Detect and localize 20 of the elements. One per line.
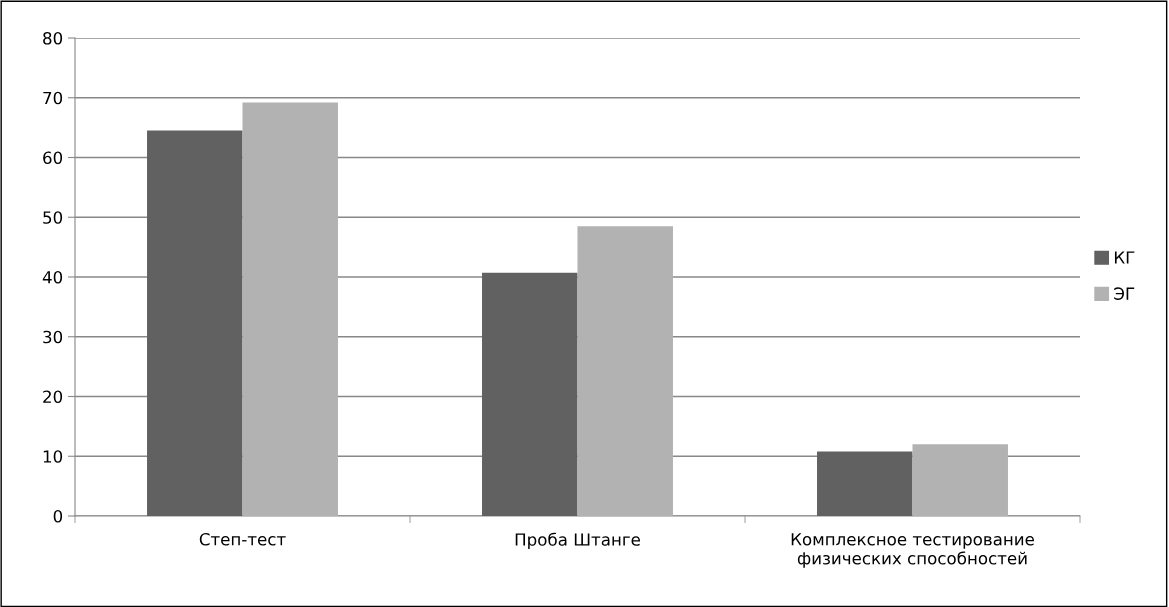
y-tick-label: 60 (43, 151, 63, 165)
legend-label: ЭГ (1114, 287, 1135, 300)
y-tick-label: 0 (53, 509, 63, 523)
y-tick-label: 20 (43, 390, 63, 404)
bar (242, 102, 338, 516)
bar (912, 444, 1008, 516)
y-tick-label: 10 (43, 450, 63, 463)
bar (577, 226, 673, 516)
y-tick-label: 70 (43, 91, 63, 105)
bar (147, 130, 243, 516)
y-tick-label: 30 (43, 330, 63, 344)
x-tick-label: Проба Штанге (515, 532, 640, 550)
y-tick-label: 40 (42, 270, 63, 284)
y-tick-label: 80 (43, 31, 63, 45)
y-tick-label: 50 (43, 211, 63, 224)
legend-label: КГ (1114, 251, 1135, 264)
x-tick-label: Комплексное тестирование физических способностей (791, 533, 1034, 568)
bar (482, 272, 578, 516)
bar (817, 451, 913, 516)
x-tick-label: Степ-тест (199, 532, 286, 546)
